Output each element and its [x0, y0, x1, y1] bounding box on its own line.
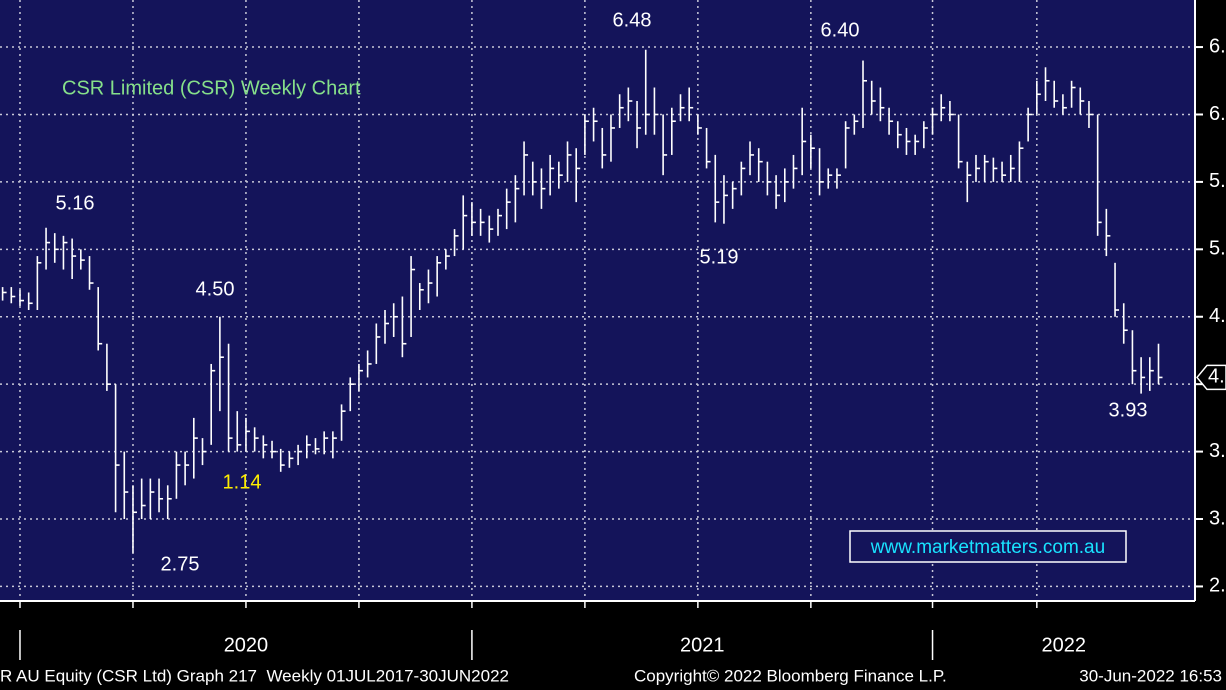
- annotation: 6.48: [613, 9, 652, 31]
- x-tick-label: 2021: [680, 634, 725, 656]
- annotation: 6.40: [821, 19, 860, 41]
- x-tick-label: 2022: [1042, 634, 1087, 656]
- y-tick-label: 3.: [1209, 440, 1226, 462]
- annotation: 5.16: [56, 192, 95, 214]
- chart-title: CSR Limited (CSR) Weekly Chart: [62, 77, 361, 99]
- y-tick-label: 6.: [1209, 103, 1226, 125]
- annotation: 1.14: [223, 471, 262, 493]
- y-tick-label: 5.: [1209, 170, 1226, 192]
- last-price-marker: [1196, 364, 1226, 391]
- watermark-box: [849, 530, 1127, 563]
- plot-area: [0, 0, 1195, 601]
- y-tick-label: 3.: [1209, 507, 1226, 529]
- x-tick-label: 2020: [224, 634, 269, 656]
- annotation: 4.50: [196, 278, 235, 300]
- watermark: www.marketmatters.com.au: [870, 537, 1105, 558]
- footer-center: Copyright© 2022 Bloomberg Finance L.P.: [634, 666, 947, 685]
- y-tick-label: 6.: [1209, 35, 1226, 57]
- annotation: 2.75: [161, 553, 200, 575]
- y-tick-label: 2.: [1209, 575, 1226, 597]
- last-price-label: 4.: [1208, 366, 1225, 388]
- footer-left: R AU Equity (CSR Ltd) Graph 217 Weekly 0…: [0, 666, 509, 685]
- annotation: 5.19: [700, 246, 739, 268]
- y-tick-label: 4.: [1209, 305, 1226, 327]
- y-tick-label: 5.: [1209, 238, 1226, 260]
- footer-right: 30-Jun-2022 16:53: [1079, 666, 1222, 685]
- annotation: 3.93: [1109, 399, 1148, 421]
